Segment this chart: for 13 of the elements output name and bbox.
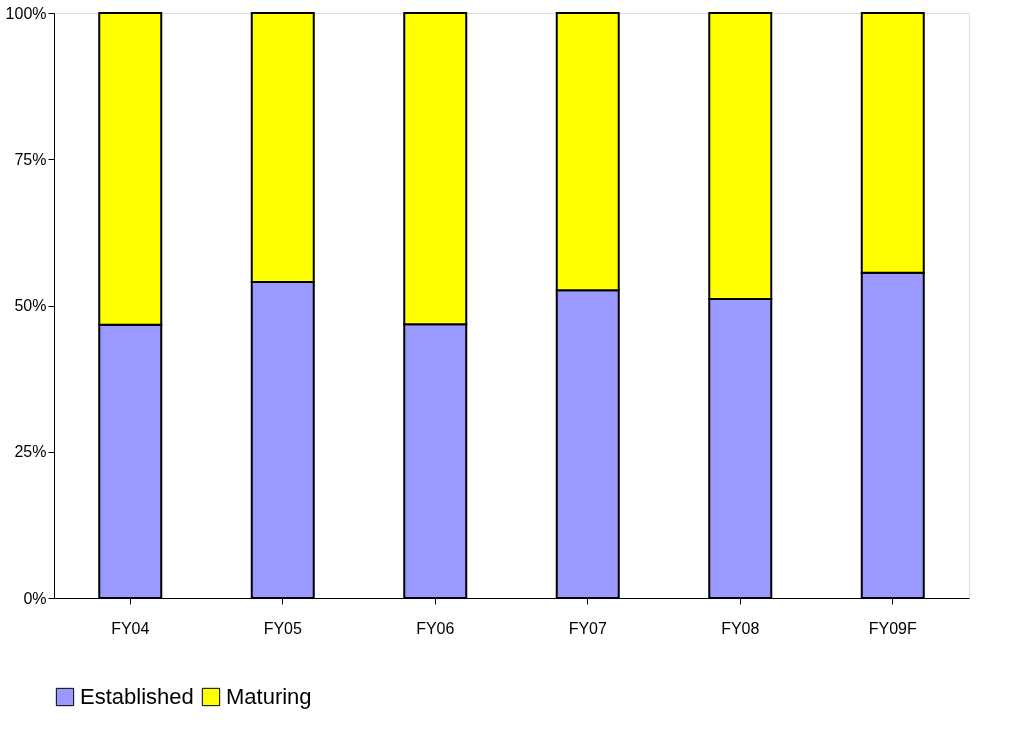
y-tick-label: 100%: [5, 4, 47, 22]
y-tick-label: 50%: [14, 297, 47, 314]
x-tick-label: FY04: [111, 619, 150, 637]
x-tick-label: FY08: [721, 619, 760, 637]
legend-label: Maturing: [226, 684, 312, 709]
x-tick-label: FY09F: [868, 619, 917, 637]
y-tick-label: 25%: [14, 443, 47, 461]
x-tick-label: FY06: [416, 619, 455, 637]
legend-label: Established: [80, 684, 194, 709]
y-tick-label: 75%: [14, 150, 47, 168]
x-tick-label: FY07: [568, 619, 607, 637]
x-tick-label: FY05: [263, 619, 302, 637]
y-tick-label: 0%: [23, 589, 47, 607]
